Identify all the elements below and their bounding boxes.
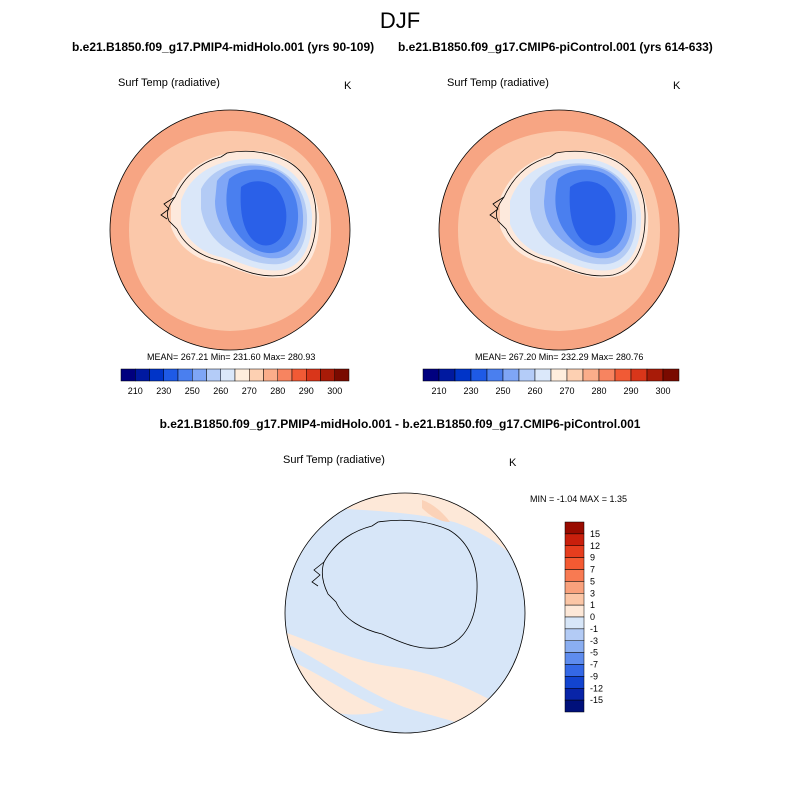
colorbar-tick-label: 270 <box>559 386 574 396</box>
variable-label-left: Surf Temp (radiative) <box>118 77 220 89</box>
colorbar-tick-label: 260 <box>527 386 542 396</box>
colorbar-tick-label: 260 <box>213 386 228 396</box>
colorbar-box <box>291 368 307 382</box>
colorbar-box <box>470 368 488 382</box>
colorbar-box <box>566 368 584 382</box>
colorbar-tick-label: -9 <box>590 671 598 681</box>
colorbar-box <box>630 368 648 382</box>
colorbar-box <box>438 368 456 382</box>
colorbar-box <box>534 368 552 382</box>
colorbar-tick-label: 210 <box>128 386 143 396</box>
colorbar-box <box>249 368 264 382</box>
colorbar-box <box>149 368 164 382</box>
colorbar-box <box>564 581 585 594</box>
colorbar-box <box>454 368 472 382</box>
stats-left: MEAN= 267.21 Min= 231.60 Max= 280.93 <box>147 352 316 362</box>
stats-right: MEAN= 267.20 Min= 232.29 Max= 280.76 <box>475 352 644 362</box>
colorbar-box <box>564 676 585 689</box>
colorbar-tick-label: -1 <box>590 624 598 634</box>
colorbar-box <box>163 368 179 382</box>
units-label-diff: K <box>509 457 517 469</box>
colorbar-tick-label: 250 <box>495 386 510 396</box>
colorbar-tick-label: 300 <box>655 386 670 396</box>
colorbar-tick-label: 7 <box>590 565 595 575</box>
difference-title: b.e21.B1850.f09_g17.PMIP4-midHolo.001 - … <box>159 417 641 431</box>
colorbar-box <box>582 368 600 382</box>
colorbar-tick-label: 300 <box>327 386 342 396</box>
colorbar-box <box>502 368 520 382</box>
colorbar-right: 210 230 250 260 270 280 290 300 <box>422 368 680 396</box>
colorbar-tick-label: -5 <box>590 648 598 658</box>
colorbar-tick-label: 5 <box>590 576 595 586</box>
colorbar-tick-label: -7 <box>590 660 598 670</box>
colorbar-box <box>192 368 207 382</box>
colorbar-box <box>564 699 585 713</box>
colorbar-box <box>564 628 585 641</box>
polar-map-diff <box>284 492 526 734</box>
colorbar-tick-label: 230 <box>156 386 171 396</box>
colorbar-box <box>306 368 321 382</box>
colorbar-left: 210 230 250 260 270 280 290 300 <box>120 368 350 396</box>
colorbar-tick-label: 290 <box>623 386 638 396</box>
stats-diff: MIN = -1.04 MAX = 1.35 <box>530 494 628 504</box>
colorbar-box <box>646 368 664 382</box>
colorbar-tick-label: 0 <box>590 612 595 622</box>
colorbar-tick-label: 290 <box>299 386 314 396</box>
colorbar-box <box>598 368 616 382</box>
colorbar-tick-label: 15 <box>590 529 600 539</box>
colorbar-diff: 15 12 9 75 3 1 0 -1 -3 -5 -7-9 -12 -15 <box>564 521 603 713</box>
colorbar-box <box>334 368 350 382</box>
colorbar-box <box>206 368 221 382</box>
colorbar-tick-label: 230 <box>463 386 478 396</box>
colorbar-tick-label: 280 <box>591 386 606 396</box>
colorbar-box <box>263 368 278 382</box>
colorbar-box <box>564 604 585 618</box>
colorbar-tick-label: 9 <box>590 553 595 563</box>
colorbar-box <box>564 533 585 546</box>
colorbar-tick-label: -15 <box>590 695 603 705</box>
colorbar-box <box>320 368 335 382</box>
colorbar-tick-label: 280 <box>270 386 285 396</box>
colorbar-tick-label: 3 <box>590 588 595 598</box>
colorbar-box <box>234 368 250 382</box>
colorbar-box <box>564 545 585 558</box>
colorbar-tick-label: -12 <box>590 683 603 693</box>
colorbar-tick-label: 270 <box>242 386 257 396</box>
colorbar-box <box>564 616 585 630</box>
colorbar-box <box>220 368 236 382</box>
colorbar-box <box>564 557 585 570</box>
case-title-left: b.e21.B1850.f09_g17.PMIP4-midHolo.001 (y… <box>72 40 375 54</box>
colorbar-box <box>135 368 150 382</box>
colorbar-box <box>518 368 536 382</box>
colorbar-box <box>564 569 585 582</box>
variable-label-diff: Surf Temp (radiative) <box>283 454 385 466</box>
variable-label-right: Surf Temp (radiative) <box>447 77 549 89</box>
colorbar-tick-label: 1 <box>590 600 595 610</box>
polar-map-right <box>438 109 680 351</box>
colorbar-box <box>564 664 585 677</box>
colorbar-box <box>564 521 585 535</box>
colorbar-box <box>564 593 585 606</box>
season-title: DJF <box>379 8 421 33</box>
colorbar-box <box>662 368 680 382</box>
colorbar-tick-label: 210 <box>431 386 446 396</box>
colorbar-box <box>120 368 136 382</box>
colorbar-tick-label: -3 <box>590 636 598 646</box>
colorbar-box <box>422 368 440 382</box>
colorbar-box <box>564 688 585 701</box>
units-label-right: K <box>673 80 681 92</box>
colorbar-tick-label: 12 <box>590 541 600 551</box>
colorbar-tick-label: 250 <box>185 386 200 396</box>
colorbar-box <box>277 368 293 382</box>
units-label-left: K <box>344 80 352 92</box>
colorbar-box <box>177 368 193 382</box>
colorbar-box <box>564 640 585 653</box>
colorbar-box <box>550 368 568 382</box>
polar-map-left <box>109 109 351 351</box>
case-title-right: b.e21.B1850.f09_g17.CMIP6-piControl.001 … <box>398 40 713 54</box>
colorbar-box <box>564 652 585 665</box>
colorbar-box <box>486 368 504 382</box>
colorbar-box <box>614 368 632 382</box>
